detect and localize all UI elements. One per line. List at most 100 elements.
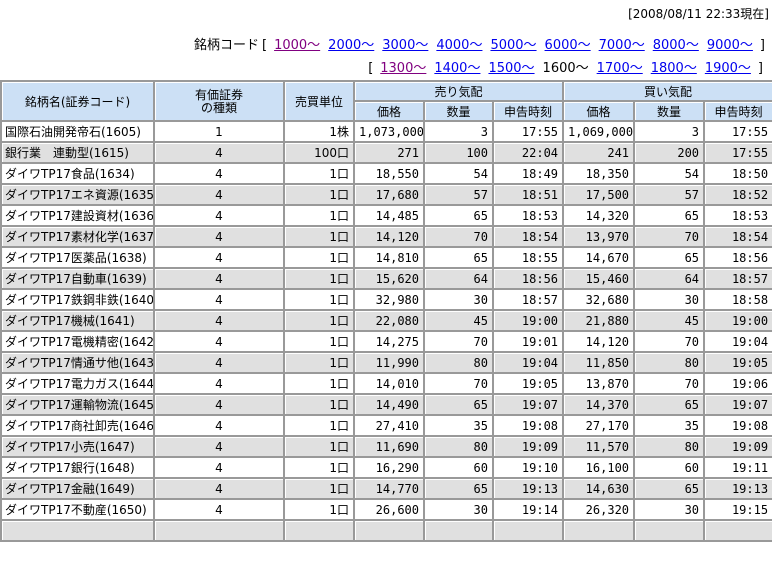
cell-trading-unit: 100口 <box>283 141 355 164</box>
cell-bid-qty: 70 <box>633 225 706 248</box>
cell-ask-price: 14,120 <box>353 225 425 248</box>
cell-ask-qty: 70 <box>423 372 494 395</box>
col-header-security-type: 有価証券 の種類 <box>153 80 285 122</box>
cell-trading-unit: 1口 <box>283 477 355 500</box>
cell-bid-qty: 60 <box>633 456 706 479</box>
cell-ask-qty: 30 <box>423 288 494 311</box>
cell-ask-price: 14,275 <box>353 330 425 353</box>
quote-row: ダイワTP17エネ資源(1635) 4 1口 17,680 57 18:51 17,500 5… <box>0 183 772 206</box>
cell-ask-time: 19:13 <box>491 477 565 500</box>
cell-bid-time: 19:00 <box>703 309 772 332</box>
cell-bid-price: 21,880 <box>562 309 636 332</box>
empty-cell <box>703 519 772 542</box>
bracket-open: [ <box>368 61 374 76</box>
stock-code-link-5000[interactable]: 5000～ <box>490 38 537 53</box>
cell-bid-time: 18:58 <box>703 288 772 311</box>
cell-bid-time: 17:55 <box>703 120 772 143</box>
quote-table-body: 国際石油開発帝石(1605) 1 1株 1,073,000 3 17:55 1,069,00… <box>0 120 772 542</box>
cell-ask-time: 18:55 <box>491 246 565 269</box>
quote-row: ダイワTP17自動車(1639) 4 1口 15,620 64 18:56 15,460 64… <box>0 267 772 290</box>
cell-ask-price: 1,073,000 <box>353 120 425 143</box>
stock-code-link-1900[interactable]: 1900～ <box>704 61 751 76</box>
cell-ask-qty: 45 <box>423 309 494 332</box>
cell-trading-unit: 1口 <box>283 246 355 269</box>
cell-ask-qty: 70 <box>423 330 494 353</box>
col-header-bid-price: 価格 <box>562 100 636 122</box>
stock-code-link-2000[interactable]: 2000～ <box>328 38 375 53</box>
cell-ask-price: 14,010 <box>353 372 425 395</box>
cell-bid-qty: 64 <box>633 267 706 290</box>
stock-code-link-1300[interactable]: 1300～ <box>380 61 427 76</box>
stock-code-link-9000[interactable]: 9000～ <box>706 38 753 53</box>
stock-code-nav-row1: 銘柄コード[1000～ 2000～ 3000～ 4000～ 5000～ 6000～ 7000… <box>194 34 768 53</box>
cell-bid-qty: 80 <box>633 351 706 374</box>
cell-bid-qty: 200 <box>633 141 706 164</box>
quote-row: ダイワTP17銀行(1648) 4 1口 16,290 60 19:10 16,100 60 1… <box>0 456 772 479</box>
bracket-open: [ <box>262 38 268 53</box>
cell-ask-price: 15,620 <box>353 267 425 290</box>
cell-ask-time: 18:56 <box>491 267 565 290</box>
stock-code-link-1700[interactable]: 1700～ <box>596 61 643 76</box>
cell-bid-price: 14,370 <box>562 393 636 416</box>
cell-security-type: 4 <box>153 162 285 185</box>
cell-ask-qty: 3 <box>423 120 494 143</box>
cell-bid-qty: 65 <box>633 477 706 500</box>
cell-stock-name: 国際石油開発帝石(1605) <box>0 120 155 143</box>
cell-stock-name: ダイワTP17自動車(1639) <box>0 267 155 290</box>
empty-cell <box>0 519 155 542</box>
stock-code-link-1400[interactable]: 1400～ <box>434 61 481 76</box>
stock-code-link-8000[interactable]: 8000～ <box>652 38 699 53</box>
cell-bid-price: 14,670 <box>562 246 636 269</box>
stock-code-link-6000[interactable]: 6000～ <box>544 38 591 53</box>
cell-ask-time: 18:51 <box>491 183 565 206</box>
cell-ask-time: 17:55 <box>491 120 565 143</box>
cell-ask-time: 18:54 <box>491 225 565 248</box>
cell-bid-price: 17,500 <box>562 183 636 206</box>
stock-code-link-3000[interactable]: 3000～ <box>382 38 429 53</box>
cell-security-type: 4 <box>153 204 285 227</box>
cell-trading-unit: 1口 <box>283 393 355 416</box>
cell-stock-name: ダイワTP17金融(1649) <box>0 477 155 500</box>
col-group-ask: 売り気配 <box>352 80 565 102</box>
stock-code-link-4000[interactable]: 4000～ <box>436 38 483 53</box>
stock-code-link-1500[interactable]: 1500～ <box>488 61 535 76</box>
cell-ask-price: 17,680 <box>353 183 425 206</box>
stock-code-links-row1: 1000～ 2000～ 3000～ 4000～ 5000～ 6000～ 7000～ 8000～… <box>270 38 757 53</box>
cell-bid-price: 18,350 <box>562 162 636 185</box>
cell-security-type: 4 <box>153 372 285 395</box>
cell-bid-time: 18:54 <box>703 225 772 248</box>
cell-stock-name: ダイワTP17電機精密(1642) <box>0 330 155 353</box>
cell-ask-price: 32,980 <box>353 288 425 311</box>
timestamp: [2008/08/11 22:33現在] <box>628 7 769 21</box>
quote-row: ダイワTP17不動産(1650) 4 1口 26,600 30 19:14 26,320 30… <box>0 498 772 521</box>
cell-ask-price: 14,490 <box>353 393 425 416</box>
cell-trading-unit: 1株 <box>283 120 355 143</box>
quote-row: ダイワTP17建設資材(1636) 4 1口 14,485 65 18:53 14,320 6… <box>0 204 772 227</box>
cell-bid-time: 19:06 <box>703 372 772 395</box>
cell-ask-price: 11,990 <box>353 351 425 374</box>
stock-code-link-1000[interactable]: 1000～ <box>274 38 321 53</box>
cell-security-type: 4 <box>153 498 285 521</box>
cell-ask-qty: 100 <box>423 141 494 164</box>
cell-bid-time: 19:11 <box>703 456 772 479</box>
cell-bid-qty: 35 <box>633 414 706 437</box>
stock-code-link-1800[interactable]: 1800～ <box>650 61 697 76</box>
stock-code-link-7000[interactable]: 7000～ <box>598 38 645 53</box>
cell-trading-unit: 1口 <box>283 225 355 248</box>
cell-stock-name: ダイワTP17医薬品(1638) <box>0 246 155 269</box>
cell-stock-name: ダイワTP17運輸物流(1645) <box>0 393 155 416</box>
cell-security-type: 1 <box>153 120 285 143</box>
cell-bid-time: 18:52 <box>703 183 772 206</box>
quote-row: ダイワTP17素材化学(1637) 4 1口 14,120 70 18:54 13,970 7… <box>0 225 772 248</box>
cell-bid-price: 14,120 <box>562 330 636 353</box>
cell-trading-unit: 1口 <box>283 372 355 395</box>
cell-ask-qty: 35 <box>423 414 494 437</box>
quote-row: 国際石油開発帝石(1605) 1 1株 1,073,000 3 17:55 1,069,00… <box>0 120 772 143</box>
col-group-bid: 買い気配 <box>562 80 772 102</box>
cell-stock-name: ダイワTP17不動産(1650) <box>0 498 155 521</box>
cell-security-type: 4 <box>153 288 285 311</box>
cell-security-type: 4 <box>153 225 285 248</box>
cell-bid-qty: 70 <box>633 372 706 395</box>
cell-security-type: 4 <box>153 330 285 353</box>
